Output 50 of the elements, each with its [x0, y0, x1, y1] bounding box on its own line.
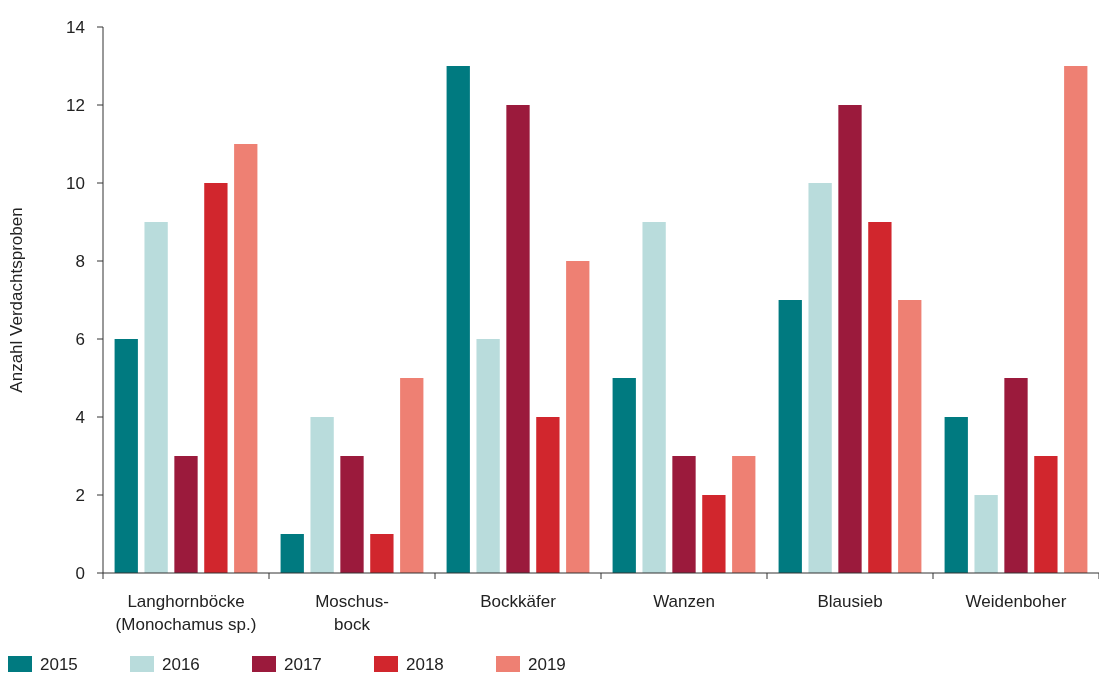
y-tick-label: 8: [75, 251, 85, 271]
bar: [1034, 456, 1058, 573]
legend-label: 2015: [40, 655, 78, 674]
bar: [506, 105, 530, 573]
y-tick-label: 12: [66, 95, 85, 115]
y-tick-label: 2: [75, 485, 85, 505]
x-tick-label: Langhornböcke (Monochamus sp.): [115, 592, 257, 634]
bar: [476, 339, 500, 573]
bar: [310, 417, 334, 573]
bar: [702, 495, 726, 573]
bar: [672, 456, 696, 573]
bar: [808, 183, 832, 573]
x-tick-label: Moschus- bock: [315, 592, 389, 634]
bar: [370, 534, 394, 573]
bar: [868, 222, 892, 573]
y-tick-label: 6: [75, 329, 85, 349]
bar: [642, 222, 666, 573]
bar: [144, 222, 168, 573]
y-tick-label: 4: [75, 407, 85, 427]
bar: [446, 66, 470, 573]
bar: [234, 144, 258, 573]
bar: [280, 534, 304, 573]
x-tick-label: Bockkäfer: [480, 592, 557, 611]
bar: [536, 417, 560, 573]
legend-label: 2019: [528, 655, 566, 674]
bar: [114, 339, 138, 573]
y-tick-label: 10: [66, 173, 85, 193]
y-tick-label: 0: [75, 563, 85, 583]
y-tick-label: 14: [66, 17, 85, 37]
legend-label: 2016: [162, 655, 200, 674]
bar: [1064, 66, 1088, 573]
bar: [944, 417, 968, 573]
bar: [340, 456, 364, 573]
bar: [732, 456, 756, 573]
bar: [566, 261, 590, 573]
bar: [174, 456, 198, 573]
bar: [838, 105, 862, 573]
legend-label: 2017: [284, 655, 322, 674]
bar: [612, 378, 636, 573]
x-tick-label: Weidenboher: [965, 592, 1067, 611]
x-tick-label: Wanzen: [653, 592, 715, 611]
x-tick-label: Blausieb: [817, 592, 883, 611]
bar: [898, 300, 922, 573]
bar: [400, 378, 424, 573]
bar: [1004, 378, 1028, 573]
legend-label: 2018: [406, 655, 444, 674]
bar: [778, 300, 802, 573]
bar: [974, 495, 998, 573]
y-axis-title: Anzahl Verdachtsproben: [7, 207, 26, 393]
bar: [204, 183, 228, 573]
